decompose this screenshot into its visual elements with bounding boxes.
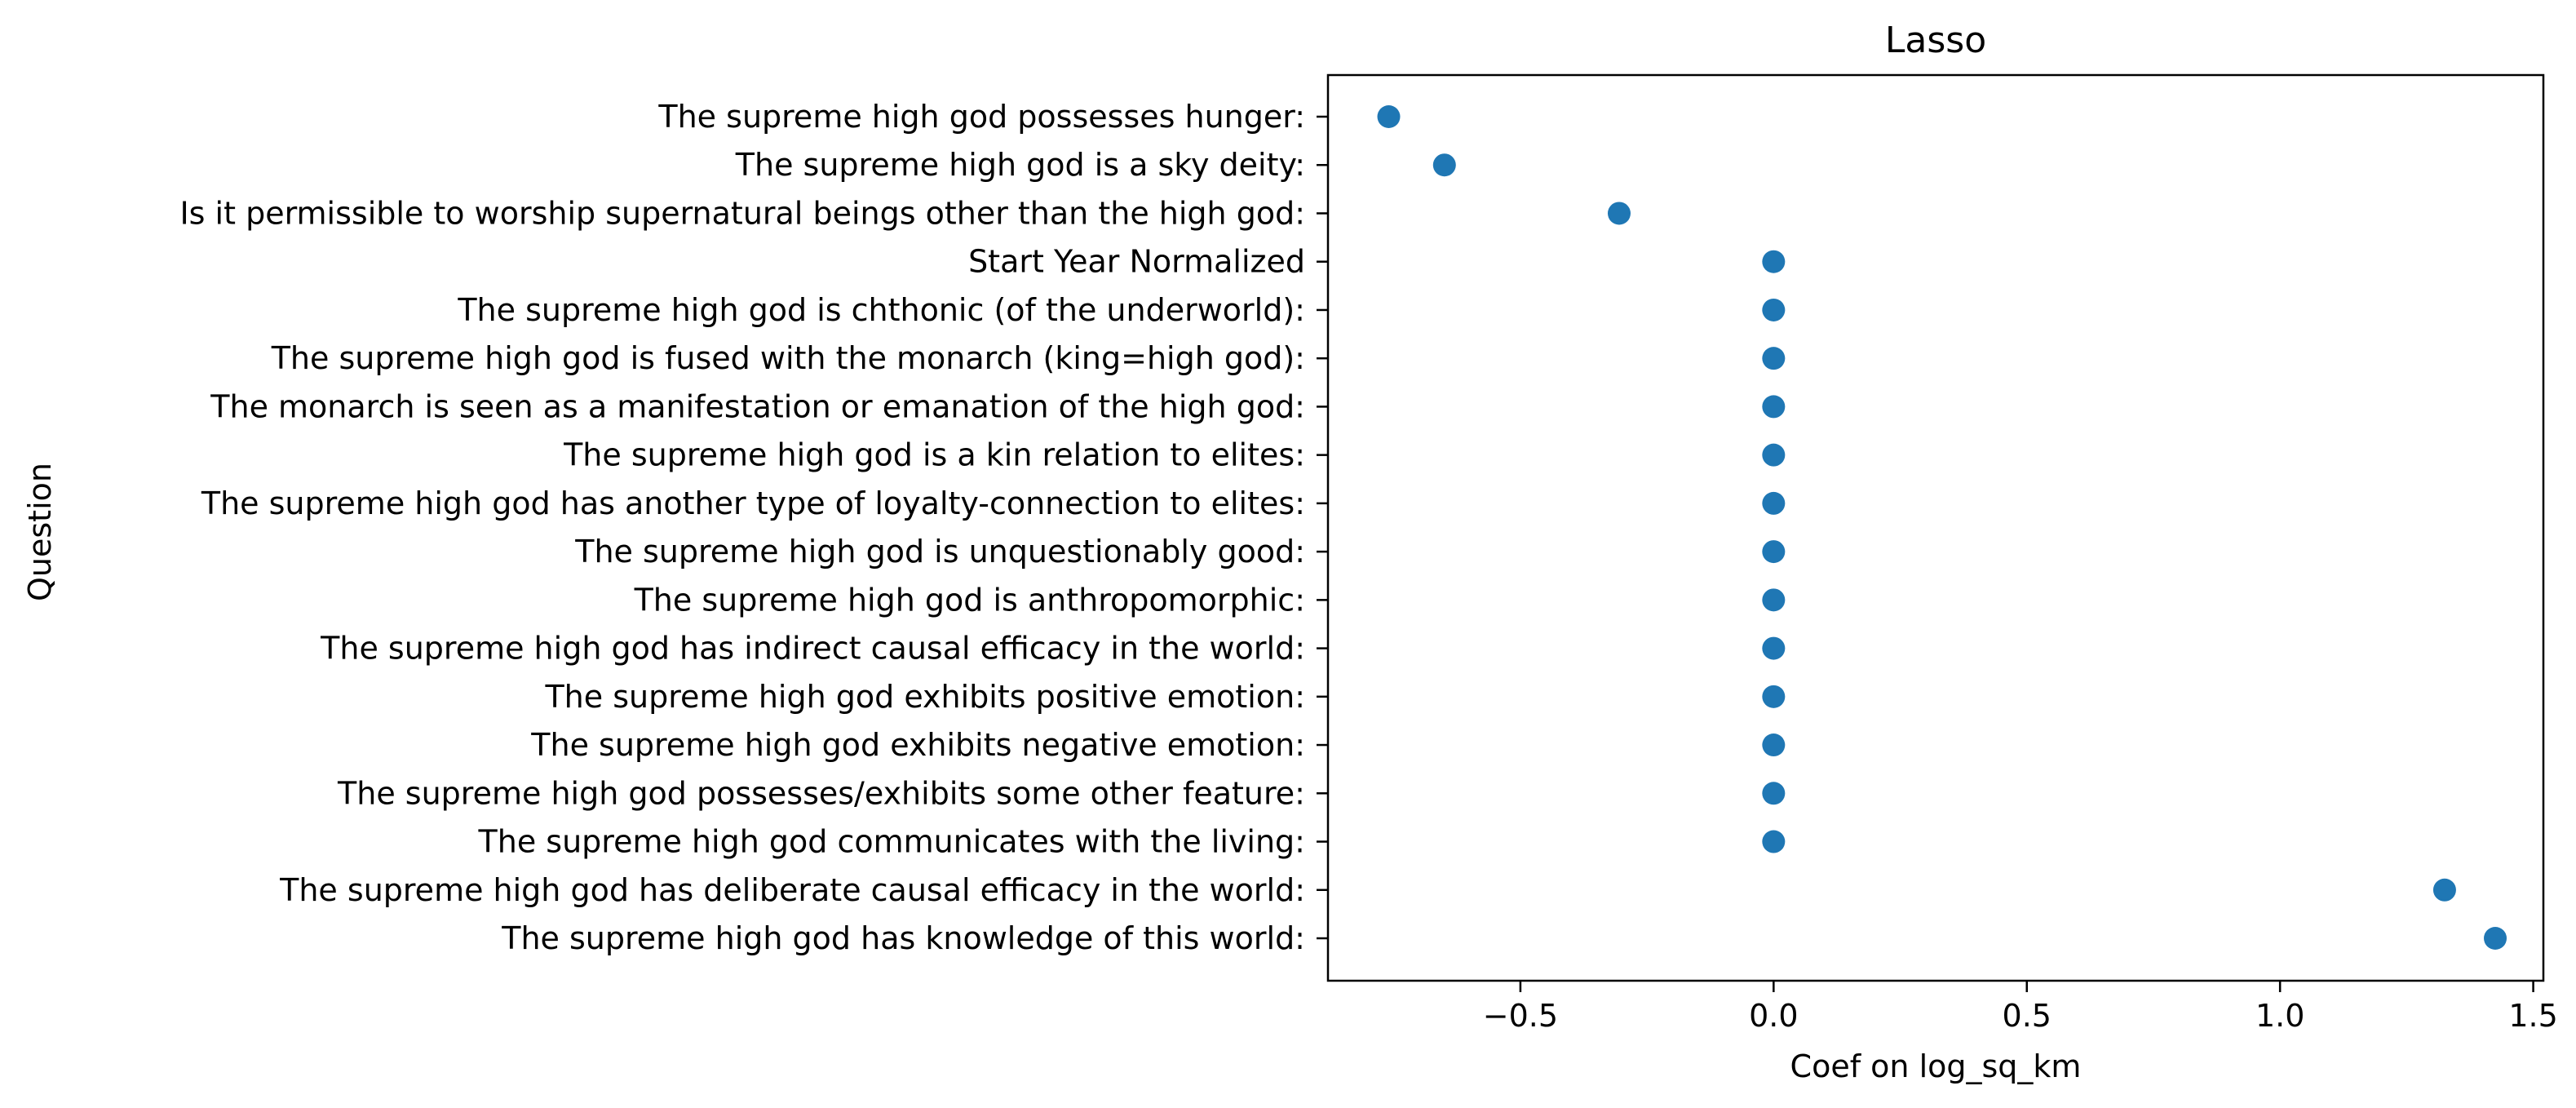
data-point bbox=[1762, 540, 1786, 564]
data-point bbox=[2484, 927, 2507, 950]
chart-title: Lasso bbox=[1885, 20, 1986, 61]
data-point bbox=[1607, 202, 1631, 225]
y-axis-label: Question bbox=[22, 463, 58, 601]
y-tick-label: The supreme high god has indirect causal… bbox=[320, 631, 1305, 667]
x-tick-label: 0.0 bbox=[1749, 998, 1798, 1034]
data-point bbox=[1762, 830, 1786, 853]
y-tick-label: The supreme high god is unquestionably g… bbox=[574, 534, 1305, 570]
data-point bbox=[1762, 347, 1786, 370]
y-tick-label: Is it permissible to worship supernatura… bbox=[179, 195, 1305, 231]
x-tick-label: −0.5 bbox=[1483, 998, 1558, 1034]
x-tick-label: 1.5 bbox=[2508, 998, 2557, 1034]
y-tick-label: The supreme high god has knowledge of th… bbox=[501, 920, 1305, 956]
x-tick-label: 1.0 bbox=[2255, 998, 2304, 1034]
data-point bbox=[1762, 636, 1786, 660]
y-tick-label: The monarch is seen as a manifestation o… bbox=[210, 388, 1305, 424]
y-tick-label: The supreme high god possesses hunger: bbox=[657, 99, 1305, 135]
x-tick-label: 0.5 bbox=[2003, 998, 2052, 1034]
y-tick-label: The supreme high god is a sky deity: bbox=[735, 147, 1305, 183]
data-point bbox=[1762, 491, 1786, 515]
data-point bbox=[1762, 250, 1786, 273]
y-tick-label: The supreme high god is a kin relation t… bbox=[563, 437, 1305, 473]
y-tick-label: The supreme high god has another type of… bbox=[201, 485, 1305, 521]
y-tick-label: The supreme high god communicates with t… bbox=[478, 824, 1305, 860]
y-tick-label: The supreme high god has deliberate caus… bbox=[279, 872, 1305, 908]
y-tick-label: The supreme high god exhibits negative e… bbox=[530, 727, 1305, 763]
y-tick-label: The supreme high god possesses/exhibits … bbox=[337, 775, 1305, 811]
data-point bbox=[1762, 395, 1786, 419]
data-point bbox=[1762, 443, 1786, 467]
data-point bbox=[1432, 153, 1456, 177]
data-point bbox=[1762, 685, 1786, 708]
data-point bbox=[1762, 298, 1786, 321]
y-tick-label: The supreme high god exhibits positive e… bbox=[544, 679, 1305, 715]
y-tick-label: The supreme high god is anthropomorphic: bbox=[634, 582, 1305, 618]
data-point bbox=[1762, 733, 1786, 757]
x-axis-label: Coef on log_sq_km bbox=[1790, 1048, 2082, 1084]
y-tick-label: The supreme high god is chthonic (of the… bbox=[457, 292, 1305, 328]
plot-frame bbox=[1326, 73, 2545, 982]
y-tick-label: The supreme high god is fused with the m… bbox=[271, 340, 1305, 376]
data-point bbox=[1762, 782, 1786, 805]
chart-marks: −0.5 0.0 0.5 1.0 1.5 The supreme high god pos… bbox=[179, 99, 2557, 1034]
data-point bbox=[1762, 588, 1786, 612]
y-tick-label: Start Year Normalized bbox=[968, 244, 1305, 280]
data-point bbox=[2432, 878, 2456, 902]
data-point bbox=[1377, 105, 1401, 128]
